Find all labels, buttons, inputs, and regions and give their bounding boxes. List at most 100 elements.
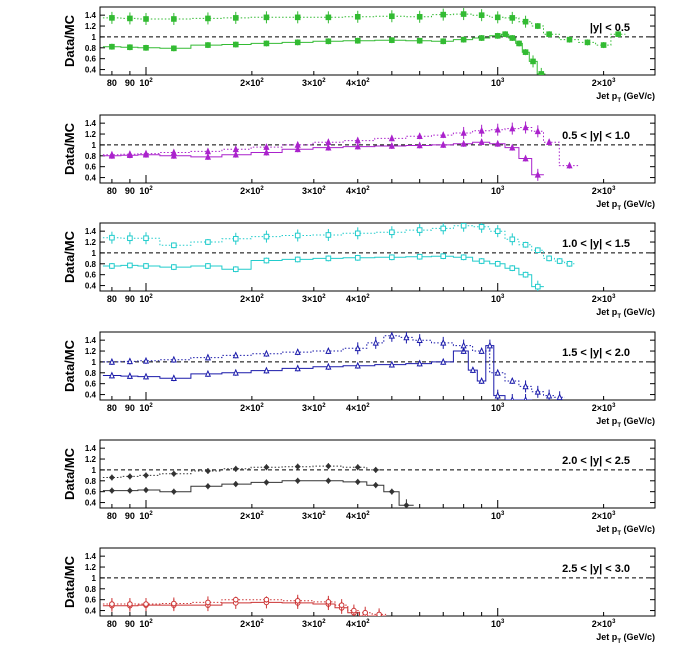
data-point [204,353,212,361]
x-axis-label: Jet pT (GeV/c) [596,199,655,212]
x-tick-label: 2×102 [240,294,264,304]
x-tick-label: 2×103 [592,403,616,413]
data-area [102,8,626,75]
series-solid-line [102,141,544,176]
data-point [325,599,332,605]
data-point [294,348,301,355]
data-point [522,49,529,55]
series-solid-line [102,345,533,400]
data-point [171,242,177,249]
data-point [546,31,552,37]
data-area [102,332,565,400]
y-tick-label: 0.4 [85,282,97,291]
data-area [102,463,414,508]
x-tick-label: 2×103 [592,186,616,196]
y-tick-label: 0.6 [85,55,97,64]
data-point [440,357,447,365]
x-axis-label: Jet pT (GeV/c) [596,416,655,429]
data-point [556,393,563,400]
data-point [416,13,423,20]
y-tick-label: 0.6 [85,488,97,497]
rapidity-bin-label: 2.5 < |y| < 3.0 [562,563,630,575]
data-point [232,15,239,21]
x-tick-label: 80 [107,403,117,413]
data-point [294,140,301,148]
data-point [325,362,332,370]
data-point [460,36,467,43]
data-point [127,262,133,269]
y-tick-label: 1 [92,33,97,42]
data-point [372,466,379,473]
data-point [108,487,115,494]
data-point [294,39,301,46]
data-point [294,256,301,263]
data-point [522,18,529,25]
data-point [403,502,410,508]
data-point [494,228,501,234]
data-point [354,344,361,352]
data-point [478,35,485,41]
y-tick-label: 0.8 [85,585,97,594]
series-dotted-line [102,599,387,615]
y-tick-label: 0.4 [85,499,97,508]
data-point [389,37,395,43]
x-tick-label: 3×102 [302,511,326,521]
data-point [354,136,361,144]
data-point [388,488,395,495]
data-point [171,45,177,52]
data-point [263,143,270,150]
panel-2: 0.4 0.6 0.8 1 1.2 1.4 80 90 102 2×102 3×102 4×102 10… [62,114,656,212]
data-point [205,15,211,22]
series-dotted-line [102,225,575,265]
data-point [232,481,239,488]
y-tick-label: 0.8 [85,44,97,53]
data-point [440,225,447,232]
data-point [534,247,541,253]
rapidity-bin-label: 2.0 < |y| < 2.5 [562,455,630,467]
data-point [556,258,563,264]
y-axis-label: Data/MC [62,339,77,392]
data-point [510,395,515,400]
data-point [566,261,573,267]
data-point [142,472,150,479]
data-point [204,147,212,155]
panel-3: 0.4 0.6 0.8 1 1.2 1.4 80 90 102 2×102 3×102 4×102 10… [62,222,656,320]
data-point [108,357,115,365]
rapidity-bin-label: 1.5 < |y| < 2.0 [562,347,630,359]
data-point [388,141,395,149]
data-point [478,258,485,264]
plot-frame [99,439,656,509]
data-point [354,13,361,20]
x-tick-label: 102 [139,511,153,521]
data-point [486,341,493,349]
x-tick-label: 3×102 [302,403,326,413]
y-tick-label: 1 [92,574,97,583]
data-point [170,148,177,156]
y-tick-label: 1 [92,358,97,367]
y-tick-label: 0.6 [85,596,97,605]
data-point [170,151,177,159]
x-tick-label: 90 [125,619,135,629]
y-tick-label: 1.2 [85,563,97,572]
y-tick-label: 0.4 [85,607,97,616]
x-tick-label: 90 [125,186,135,196]
data-point [460,139,467,147]
x-tick-label: 4×102 [346,619,370,629]
data-point [109,15,115,21]
data-point [494,139,501,147]
data-point [232,41,239,48]
y-axis-label: Data/MC [62,447,77,500]
data-point [389,254,395,261]
x-axis-label: Jet pT (GeV/c) [596,91,655,104]
data-point [530,58,536,65]
data-point [143,235,149,242]
panel-1: 0.4 0.6 0.8 1 1.2 1.4 80 90 102 2×102 3×102 4×102 10… [62,6,656,104]
data-point [294,597,301,604]
data-point [509,236,516,243]
x-tick-label: 80 [107,619,117,629]
data-point [354,37,361,44]
data-point [494,33,501,39]
data-area [102,594,387,616]
x-tick-label: 2×102 [240,619,264,629]
data-point [460,254,467,261]
